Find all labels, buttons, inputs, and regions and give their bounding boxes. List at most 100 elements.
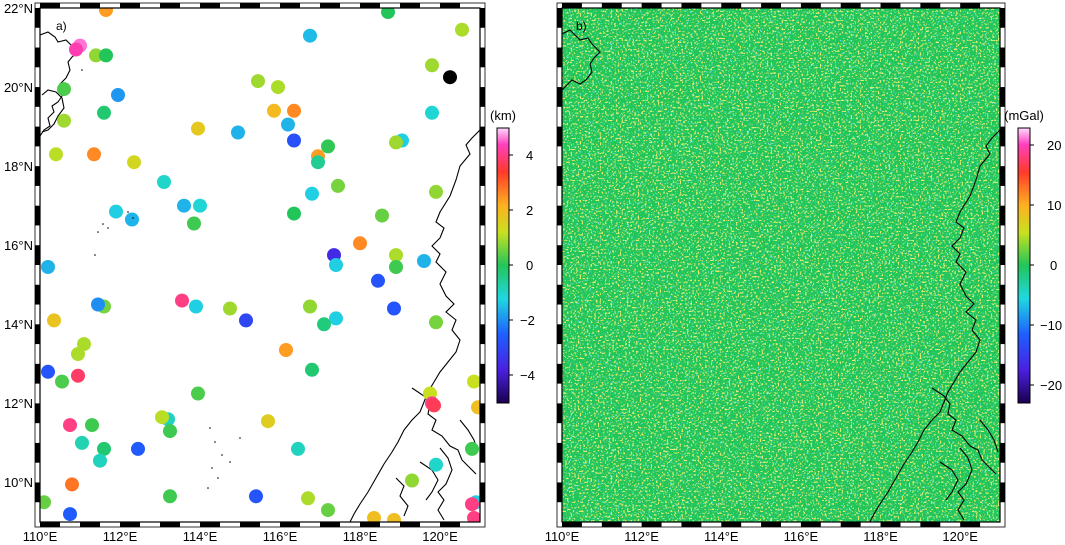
scatter-point bbox=[427, 398, 441, 413]
colorbar-a-tick-label-2: 2 bbox=[526, 203, 533, 218]
panel-a-y-tick-18: 18°N bbox=[4, 159, 33, 174]
scatter-point bbox=[57, 113, 71, 128]
scatter-point bbox=[87, 147, 101, 162]
scatter-point bbox=[249, 489, 263, 504]
panel-a-coastline-east bbox=[349, 129, 480, 522]
scatter-point bbox=[93, 453, 107, 468]
scatter-point bbox=[99, 8, 113, 17]
scatter-point bbox=[157, 175, 171, 189]
colorbar-a-tick-label-0: 0 bbox=[526, 258, 533, 273]
scatter-point bbox=[301, 491, 315, 506]
scatter-point bbox=[191, 386, 205, 401]
panel-a-x-tick-116: 116°E bbox=[263, 529, 298, 544]
panel-b-x-tick-110: 110°E bbox=[545, 529, 580, 544]
panel-b-x-tick-labels: 110°E 112°E 114°E 116°E 118°E 120°E bbox=[545, 529, 979, 544]
panel-b: b) 110°E 112°E 114°E 116°E 118°E 120°E bbox=[545, 2, 1006, 544]
scatter-point bbox=[97, 441, 111, 456]
scatter-point bbox=[287, 206, 301, 221]
panel-a-x-tick-118: 118°E bbox=[343, 529, 378, 544]
colorbar-a: (km) 4 2 0 −2 −4 bbox=[490, 108, 535, 404]
scatter-point bbox=[389, 135, 403, 150]
colorbar-b-bar bbox=[1017, 127, 1031, 404]
scatter-point bbox=[425, 58, 439, 73]
scatter-point bbox=[443, 70, 457, 85]
scatter-point bbox=[467, 374, 480, 389]
scatter-point bbox=[193, 198, 207, 213]
scatter-point bbox=[455, 22, 469, 37]
scatter-point bbox=[389, 260, 403, 274]
panel-a-y-tick-12: 12°N bbox=[4, 396, 33, 411]
scatter-point bbox=[41, 364, 55, 379]
panel-b-islands-east bbox=[931, 387, 999, 521]
panel-a-x-tick-120: 120°E bbox=[422, 529, 458, 544]
scatter-point bbox=[189, 299, 203, 314]
scatter-point bbox=[55, 374, 69, 389]
colorbar-b-tick-label-m20: −20 bbox=[1040, 378, 1062, 393]
colorbar-b-tick-label-20: 20 bbox=[1047, 138, 1061, 153]
scatter-point bbox=[97, 105, 111, 120]
scatter-point bbox=[131, 441, 145, 456]
colorbar-b-ticks bbox=[1030, 144, 1034, 386]
scatter-point bbox=[57, 82, 71, 97]
panel-b-gravity-noise bbox=[562, 8, 1000, 522]
scatter-point bbox=[465, 497, 479, 512]
scatter-point bbox=[381, 8, 395, 19]
scatter-point bbox=[175, 293, 189, 308]
scatter-point bbox=[127, 155, 141, 170]
scatter-point bbox=[89, 48, 103, 63]
colorbar-b-tick-label-10: 10 bbox=[1047, 198, 1061, 213]
scatter-point bbox=[71, 347, 85, 361]
scatter-point bbox=[85, 418, 99, 433]
panel-a-coastline-west bbox=[40, 31, 79, 137]
scatter-point bbox=[329, 258, 343, 272]
scatter-point bbox=[471, 400, 480, 415]
panel-b-label: b) bbox=[576, 19, 587, 33]
scatter-point bbox=[40, 495, 51, 510]
scatter-point bbox=[389, 248, 403, 263]
scatter-point bbox=[187, 216, 201, 231]
scatter-point bbox=[465, 441, 479, 456]
panel-a-y-tick-labels: 22°N 20°N 18°N 16°N 14°N 12°N 10°N bbox=[4, 1, 33, 490]
scatter-point bbox=[405, 473, 419, 488]
scatter-point bbox=[429, 315, 443, 330]
scatter-point bbox=[287, 103, 301, 118]
scatter-point bbox=[287, 133, 301, 148]
colorbar-b-tick-label-m10: −10 bbox=[1040, 318, 1062, 333]
scatter-point bbox=[317, 317, 331, 332]
scatter-point bbox=[47, 313, 61, 328]
scatter-point bbox=[429, 184, 443, 199]
scatter-point bbox=[291, 441, 305, 456]
colorbar-a-ticks bbox=[509, 154, 513, 376]
scatter-point bbox=[261, 414, 275, 429]
scatter-point bbox=[231, 125, 245, 140]
panel-a-label: a) bbox=[56, 19, 67, 33]
panel-a-y-tick-10: 10°N bbox=[4, 475, 33, 490]
panel-b-x-tick-112: 112°E bbox=[624, 529, 659, 544]
colorbar-a-bar bbox=[496, 127, 510, 404]
panel-a-x-tick-112: 112°E bbox=[103, 529, 138, 544]
panel-b-x-tick-118: 118°E bbox=[863, 529, 898, 544]
scatter-point bbox=[251, 74, 265, 89]
panel-a-y-tick-14: 14°N bbox=[4, 317, 33, 332]
scatter-point bbox=[303, 299, 317, 314]
panel-a-x-tick-labels: 110°E 112°E 114°E 116°E 118°E 120°E bbox=[23, 529, 458, 544]
scatter-point bbox=[305, 362, 319, 377]
scatter-point bbox=[239, 313, 253, 328]
scatter-point bbox=[387, 301, 401, 316]
scatter-point bbox=[63, 507, 77, 522]
scatter-point bbox=[49, 147, 63, 162]
scatter-point bbox=[63, 418, 77, 433]
panel-b-x-tick-116: 116°E bbox=[784, 529, 819, 544]
panel-a-hainan bbox=[41, 89, 65, 133]
panel-a-frame-ticks bbox=[34, 2, 486, 528]
scatter-point bbox=[69, 42, 83, 57]
scatter-point bbox=[223, 301, 237, 316]
scatter-point bbox=[163, 424, 177, 439]
panel-b-coastline-west bbox=[562, 29, 601, 91]
scatter-point bbox=[99, 48, 113, 63]
scatter-point bbox=[91, 297, 105, 312]
scatter-point bbox=[321, 503, 335, 518]
panel-b-frame-ticks bbox=[556, 2, 1006, 528]
scatter-point bbox=[155, 410, 169, 425]
scatter-point bbox=[279, 343, 293, 357]
